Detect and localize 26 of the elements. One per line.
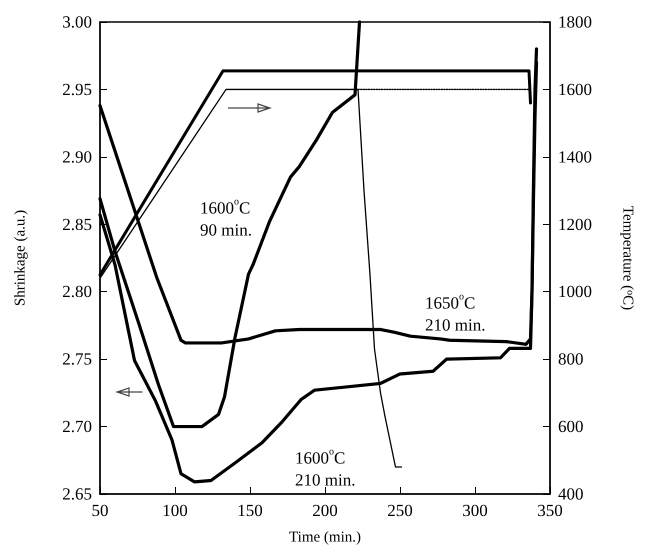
x-tick-label: 100 <box>162 501 188 520</box>
y-axis-title: Shrinkage (a.u.) <box>12 210 28 306</box>
y2-tick-label: 800 <box>558 350 584 369</box>
y-tick-label: 2.85 <box>62 214 92 234</box>
x-axis-title: Time (min.) <box>289 530 361 546</box>
y2-tick-label: 1600 <box>558 80 592 99</box>
y2-axis-title: Temperature (oC) <box>620 206 636 310</box>
y-tick-label: 2.75 <box>62 350 92 369</box>
x-tick-label: 50 <box>92 501 108 520</box>
y2-tick-label: 1200 <box>558 214 592 234</box>
y-tick-label: 2.95 <box>62 80 92 99</box>
y-tick-label: 2.65 <box>62 484 92 504</box>
y-tick-label: 2.70 <box>62 417 92 436</box>
y2-tick-label: 1400 <box>558 147 592 166</box>
y2-tick-label: 400 <box>558 484 584 504</box>
y2-tick-label: 1000 <box>558 282 592 302</box>
x-tick-label: 150 <box>237 501 263 520</box>
y-tick-label: 3.00 <box>62 12 92 32</box>
y-tick-label: 2.90 <box>62 147 92 166</box>
y2-tick-label: 1800 <box>558 12 592 32</box>
x-tick-label: 350 <box>537 501 563 520</box>
y-tick-label: 2.80 <box>62 282 92 302</box>
x-tick-label: 250 <box>387 501 413 520</box>
x-tick-label: 200 <box>312 501 338 520</box>
y2-tick-label: 600 <box>558 417 584 436</box>
x-tick-label: 300 <box>462 501 488 520</box>
